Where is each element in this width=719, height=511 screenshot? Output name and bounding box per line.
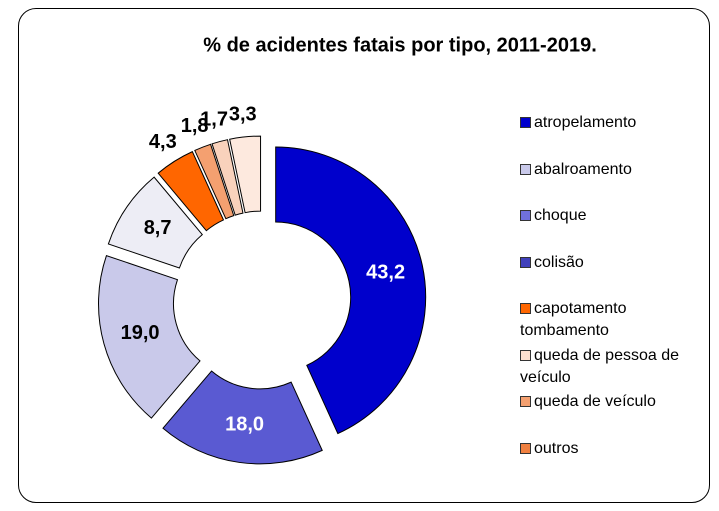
legend-swatch bbox=[520, 396, 531, 407]
donut-slice bbox=[98, 254, 201, 419]
legend-item: capotamento tombamento bbox=[520, 298, 700, 342]
donut-slice bbox=[107, 176, 203, 269]
chart-frame bbox=[18, 8, 710, 503]
legend-item: queda de veículo bbox=[520, 391, 700, 413]
legend-label: capotamento tombamento bbox=[520, 300, 627, 339]
legend-label: queda de veículo bbox=[534, 393, 656, 410]
legend-swatch bbox=[520, 256, 531, 268]
data-label: 18,0 bbox=[225, 414, 264, 436]
legend-swatch bbox=[520, 303, 531, 314]
legend-label: choque bbox=[534, 207, 587, 224]
donut-slice bbox=[275, 146, 427, 435]
data-label: 4,3 bbox=[149, 131, 177, 153]
legend-swatch bbox=[520, 442, 531, 454]
legend-item: outros bbox=[520, 438, 700, 460]
legend-label: queda de pessoa de veículo bbox=[520, 346, 680, 386]
legend-swatch bbox=[520, 163, 531, 175]
data-label: 1,7 bbox=[200, 109, 228, 131]
data-label: 3,3 bbox=[229, 103, 257, 125]
donut-slice bbox=[229, 135, 262, 214]
donut-slice bbox=[194, 143, 235, 220]
legend-label: abalroamento bbox=[534, 160, 632, 178]
chart-title: % de acidentes fatais por tipo, 2011-201… bbox=[203, 34, 597, 56]
data-label: 43,2 bbox=[366, 261, 405, 283]
legend-swatch bbox=[520, 210, 531, 221]
legend-swatch bbox=[520, 349, 531, 361]
legend-item: choque bbox=[520, 205, 700, 227]
legend-label: colisão bbox=[534, 253, 584, 271]
data-label: 1,8 bbox=[181, 115, 209, 137]
donut-slice bbox=[211, 139, 244, 216]
legend-label: outros bbox=[534, 439, 579, 457]
donut-slice bbox=[157, 150, 225, 232]
data-label: 19,0 bbox=[121, 322, 160, 344]
legend-label: atropelamento bbox=[534, 114, 637, 131]
legend-item: colisão bbox=[520, 252, 700, 274]
data-label: 8,7 bbox=[144, 217, 172, 239]
donut-slice bbox=[162, 370, 323, 465]
legend-item: abalroamento bbox=[520, 159, 700, 181]
legend-item: atropelamento bbox=[520, 112, 700, 134]
legend-item: queda de pessoa de veículo bbox=[520, 345, 700, 389]
legend-swatch bbox=[520, 117, 531, 128]
